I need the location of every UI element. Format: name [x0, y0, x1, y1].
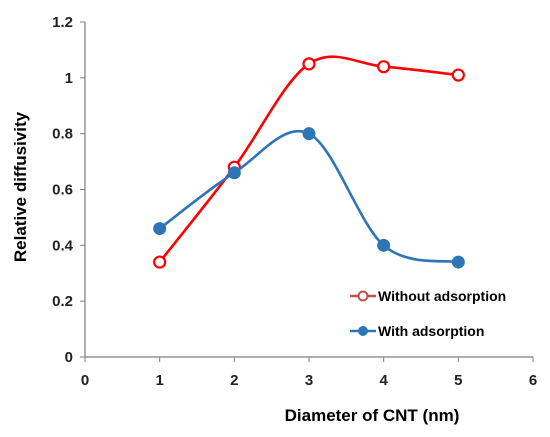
y-tick-label: 0.8 [52, 126, 73, 143]
y-tick-label: 1.2 [52, 14, 73, 31]
series-line-with-adsorption [158, 130, 459, 264]
y-tick-label: 0 [65, 349, 73, 366]
x-tick-label: 5 [454, 372, 462, 389]
x-tick-label: 1 [155, 372, 163, 389]
y-tick-label: 0.2 [52, 293, 73, 310]
x-axis-title: Diameter of CNT (nm) [285, 406, 460, 425]
legend-item-with-adsorption: With adsorption [350, 323, 484, 339]
y-axis-title: Relative diffusivity [11, 111, 30, 262]
x-tick-label: 4 [379, 372, 388, 389]
data-point-without-adsorption [153, 255, 167, 269]
legend-label: Without adsorption [378, 288, 506, 304]
data-point-with-adsorption [377, 238, 391, 252]
x-tick-label: 6 [529, 372, 537, 389]
data-point-without-adsorption [451, 68, 465, 82]
series-without-adsorption [153, 55, 465, 269]
legend-marker [358, 326, 368, 336]
data-point-without-adsorption [302, 57, 316, 71]
legend-item-without-adsorption: Without adsorption [350, 288, 506, 304]
chart-axes: 0 0.2 0.4 0.6 0.8 1 1.2 0 1 2 3 4 5 6 [52, 14, 537, 389]
data-point-with-adsorption [451, 255, 465, 269]
chart-series-layer [153, 55, 465, 269]
data-point-without-adsorption [377, 60, 391, 74]
x-tick-label: 3 [305, 372, 313, 389]
y-tick-label: 0.6 [52, 182, 73, 199]
chart-legend: Without adsorption With adsorption [350, 288, 506, 339]
legend-label: With adsorption [378, 323, 484, 339]
x-tick-label: 2 [230, 372, 238, 389]
data-point-with-adsorption [302, 127, 316, 141]
legend-marker [357, 290, 369, 302]
series-line-without-adsorption [158, 55, 459, 263]
data-point-with-adsorption [227, 166, 241, 180]
series-with-adsorption [153, 127, 465, 269]
data-point-with-adsorption [153, 222, 167, 236]
y-tick-label: 1 [65, 70, 73, 87]
y-tick-label: 0.4 [52, 237, 74, 254]
x-tick-label: 0 [81, 372, 89, 389]
